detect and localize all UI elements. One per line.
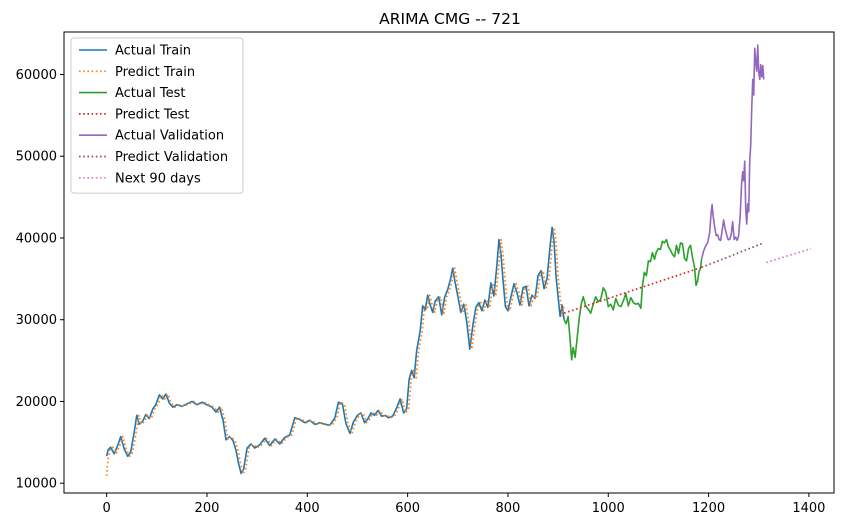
series-actual-test: [563, 238, 703, 361]
x-axis: 0 200 400 600 800 1000 1200 1400: [102, 493, 825, 516]
x-tick-label: 200: [195, 501, 220, 516]
x-tick-label: 0: [102, 501, 110, 516]
x-tick-label: 1400: [792, 501, 825, 516]
y-axis: 10000 20000 30000 40000 50000 60000: [16, 68, 64, 492]
legend: Actual Train Predict Train Actual Test Pred…: [70, 37, 244, 194]
series-predict-validation: [701, 242, 765, 269]
y-tick-label: 10000: [16, 477, 57, 492]
y-tick-label: 50000: [16, 150, 57, 165]
y-tick-label: 30000: [16, 313, 57, 328]
x-tick-label: 600: [395, 501, 420, 516]
y-tick-label: 60000: [16, 68, 57, 83]
y-tick-label: 40000: [16, 231, 57, 246]
legend-label: Next 90 days: [115, 171, 201, 186]
legend-label: Predict Test: [115, 107, 190, 122]
series-actual-validation: [700, 44, 765, 260]
plot-area: [105, 44, 812, 476]
series-predict-test: [563, 266, 702, 314]
y-tick-label: 20000: [16, 395, 57, 410]
series-next-90-days: [766, 247, 812, 264]
legend-box: [70, 37, 244, 194]
x-tick-label: 800: [496, 501, 521, 516]
legend-label: Predict Train: [115, 65, 195, 80]
legend-label: Actual Train: [115, 44, 191, 59]
series-predict-train: [105, 226, 565, 476]
chart-title: ARIMA CMG -- 721: [379, 10, 521, 28]
plot-frame: [63, 31, 835, 494]
legend-label: Actual Validation: [115, 129, 224, 144]
x-tick-label: 400: [295, 501, 320, 516]
legend-label: Actual Test: [115, 86, 185, 101]
x-tick-label: 1200: [692, 501, 725, 516]
legend-label: Predict Validation: [115, 150, 228, 165]
series-actual-train: [105, 226, 565, 475]
x-tick-label: 1000: [592, 501, 625, 516]
